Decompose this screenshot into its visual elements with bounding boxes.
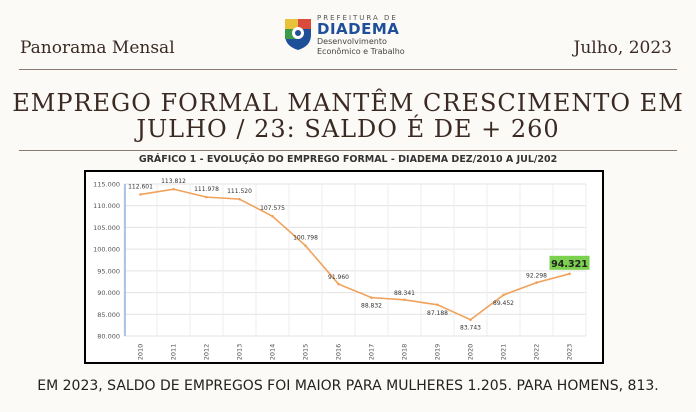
header-divider bbox=[19, 69, 677, 70]
x-tick-label: 2011 bbox=[170, 344, 178, 361]
data-label: 92.298 bbox=[526, 273, 547, 280]
chart-frame: 80.000 85.000 90.000 95.000 100.000 105.000 11… bbox=[84, 170, 604, 364]
data-point bbox=[568, 272, 571, 276]
data-label: 88.341 bbox=[394, 290, 415, 297]
data-point bbox=[271, 214, 274, 218]
employment-line-chart: 80.000 85.000 90.000 95.000 100.000 105.000 11… bbox=[93, 178, 590, 361]
x-tick-label: 2018 bbox=[401, 344, 409, 361]
headline-line-1: EMPREGO FORMAL MANTÊM CRESCIMENTO EM bbox=[12, 89, 684, 117]
y-tick-label: 90.000 bbox=[97, 289, 120, 297]
x-tick-label: 2023 bbox=[566, 344, 574, 361]
x-tick-label: 2010 bbox=[137, 344, 145, 361]
data-point bbox=[337, 282, 340, 286]
chart-title: GRÁFICO 1 - EVOLUÇÃO DO EMPREGO FORMAL -… bbox=[138, 154, 558, 165]
data-point bbox=[436, 303, 439, 307]
data-label: 88.832 bbox=[361, 303, 382, 310]
x-tick-label: 2017 bbox=[368, 344, 376, 361]
x-tick-label: 2015 bbox=[302, 344, 310, 361]
data-label: 91.960 bbox=[328, 274, 349, 281]
city-coat-of-arms-icon bbox=[285, 19, 311, 50]
data-label: 113.812 bbox=[161, 178, 186, 185]
logo-subtitle-1: Desenvolvimento bbox=[317, 37, 387, 46]
x-tick-label: 2016 bbox=[335, 344, 343, 361]
data-point bbox=[139, 193, 142, 196]
headline-line-2: JULHO / 23: SALDO É DE + 260 bbox=[136, 115, 560, 143]
series-line bbox=[140, 188, 570, 321]
highlight-label-box bbox=[549, 255, 590, 270]
x-tick-label: 2012 bbox=[203, 344, 211, 361]
data-point bbox=[304, 244, 307, 247]
data-label-highlight: 94.321 bbox=[551, 259, 588, 270]
data-label: 111.978 bbox=[194, 186, 219, 193]
x-tick-label: 2021 bbox=[500, 344, 508, 361]
data-point bbox=[469, 318, 472, 322]
data-point bbox=[238, 197, 241, 201]
data-label: 100.798 bbox=[293, 235, 318, 242]
y-tick-label: 105.000 bbox=[93, 224, 120, 232]
footer-summary: EM 2023, SALDO DE EMPREGOS FOI MAIOR PAR… bbox=[37, 378, 659, 394]
x-tick-label: 2020 bbox=[467, 344, 475, 361]
publication-date: Julho, 2023 bbox=[573, 38, 672, 58]
x-tick-label: 2014 bbox=[269, 344, 277, 361]
data-point bbox=[205, 195, 208, 199]
x-tick-label: 2019 bbox=[434, 344, 442, 361]
y-tick-label: 85.000 bbox=[97, 311, 120, 319]
logo-name: DIADEMA bbox=[317, 20, 400, 38]
data-label: 87.188 bbox=[427, 310, 448, 317]
data-point bbox=[403, 298, 406, 302]
y-tick-label: 115.000 bbox=[93, 181, 120, 189]
y-tick-label: 80.000 bbox=[97, 333, 120, 341]
y-tick-label: 110.000 bbox=[93, 202, 120, 210]
data-point bbox=[535, 281, 538, 284]
page-headline: EMPREGO FORMAL MANTÊM CRESCIMENTO EM JUL… bbox=[0, 90, 696, 142]
headline-divider bbox=[19, 150, 677, 151]
data-label: 111.520 bbox=[227, 188, 252, 195]
data-point bbox=[370, 296, 373, 299]
data-label: 89.452 bbox=[493, 300, 514, 307]
diadema-logo: PREFEITURA DE DIADEMA Desenvolvimento Ec… bbox=[283, 12, 433, 62]
data-label: 107.575 bbox=[260, 205, 285, 212]
data-label: 83.743 bbox=[460, 325, 481, 332]
data-point bbox=[502, 293, 505, 297]
publication-title: Panorama Mensal bbox=[20, 38, 175, 58]
y-tick-label: 100.000 bbox=[93, 246, 120, 254]
logo-subtitle-2: Econômico e Trabalho bbox=[317, 47, 405, 56]
logo-prefix: PREFEITURA DE bbox=[317, 14, 398, 22]
y-tick-label: 95.000 bbox=[97, 267, 120, 275]
data-point bbox=[172, 187, 175, 191]
data-label: 112.601 bbox=[128, 183, 153, 190]
x-tick-label: 2013 bbox=[236, 344, 244, 361]
x-tick-label: 2022 bbox=[533, 344, 541, 361]
